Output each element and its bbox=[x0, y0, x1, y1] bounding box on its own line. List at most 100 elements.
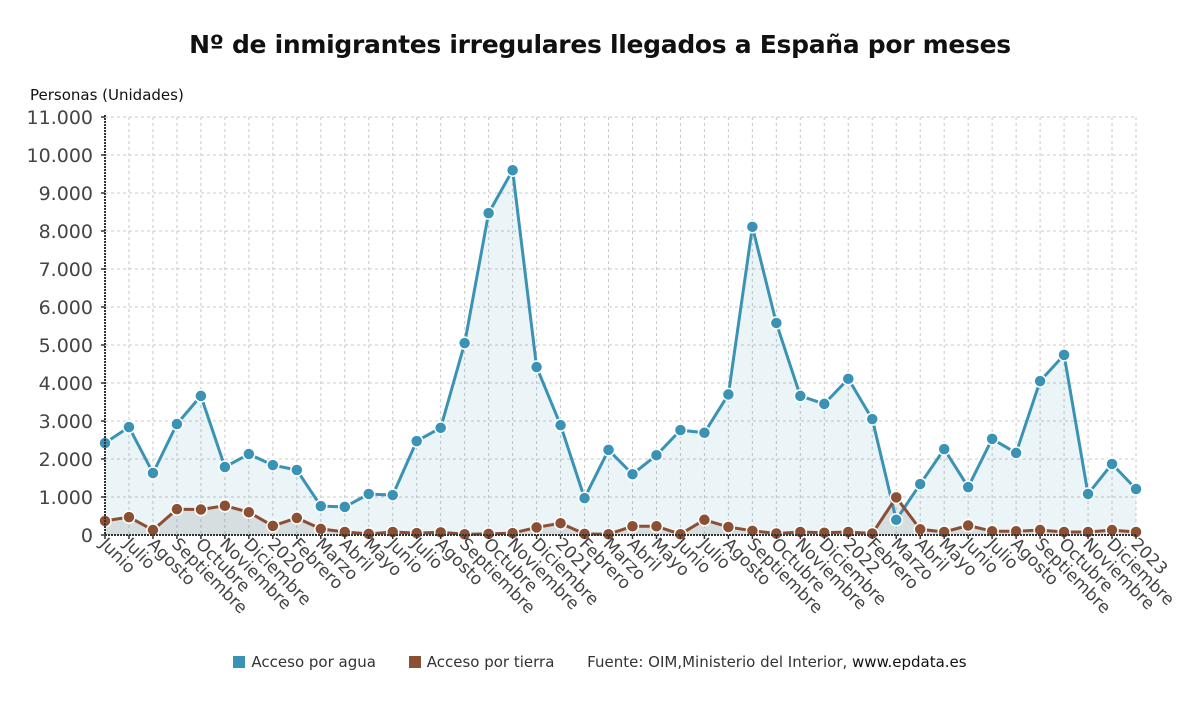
point-tierra bbox=[170, 502, 184, 516]
point-agua bbox=[1081, 487, 1095, 501]
point-tierra bbox=[361, 527, 376, 541]
point-tierra bbox=[218, 498, 232, 513]
point-tierra bbox=[266, 519, 280, 533]
point-agua bbox=[1129, 482, 1143, 496]
point-tierra bbox=[242, 505, 256, 519]
point-agua bbox=[194, 389, 208, 403]
area-agua bbox=[105, 170, 1136, 535]
y-tick-labels: 0 1.000 2.000 3.000 4.000 5.000 6.000 7.000 8.00… bbox=[27, 107, 93, 547]
point-tierra bbox=[481, 527, 496, 541]
point-agua bbox=[529, 360, 544, 374]
y-axis-label: Personas (Unidades) bbox=[30, 86, 184, 104]
point-agua bbox=[338, 500, 352, 514]
point-tierra bbox=[865, 526, 880, 541]
point-agua bbox=[1033, 374, 1047, 388]
point-agua bbox=[266, 458, 280, 472]
grid bbox=[105, 116, 1137, 535]
point-agua bbox=[817, 397, 832, 411]
point-tierra bbox=[625, 519, 640, 534]
point-agua bbox=[457, 336, 472, 350]
y-tick-label: 7.000 bbox=[39, 259, 93, 281]
point-agua bbox=[314, 499, 328, 513]
point-agua bbox=[745, 220, 760, 234]
point-tierra bbox=[122, 510, 136, 524]
point-tierra bbox=[769, 526, 784, 541]
y-tick-label: 9.000 bbox=[39, 183, 93, 205]
point-agua bbox=[769, 316, 784, 330]
chart-plot: 0 1.000 2.000 3.000 4.000 5.000 6.000 7.000 8.00… bbox=[27, 107, 1178, 618]
point-agua bbox=[649, 448, 664, 462]
axes bbox=[101, 115, 1137, 539]
point-agua bbox=[505, 163, 520, 177]
point-agua bbox=[793, 389, 808, 403]
point-agua bbox=[218, 460, 232, 474]
y-tick-label: 5.000 bbox=[39, 335, 93, 357]
y-tick-label: 11.000 bbox=[27, 107, 93, 129]
point-agua bbox=[937, 442, 951, 456]
y-tick-label: 1.000 bbox=[39, 487, 93, 509]
point-agua bbox=[985, 432, 999, 446]
point-agua bbox=[290, 463, 304, 477]
y-tick-label: 2.000 bbox=[39, 449, 93, 471]
source-text: Fuente: OIM,Ministerio del Interior, bbox=[587, 652, 853, 671]
point-agua bbox=[697, 426, 712, 440]
point-agua bbox=[625, 467, 640, 481]
point-tierra bbox=[889, 490, 903, 505]
point-agua bbox=[385, 488, 400, 502]
point-agua bbox=[146, 466, 160, 480]
point-agua bbox=[1057, 348, 1071, 362]
point-agua bbox=[601, 443, 616, 457]
point-agua bbox=[553, 418, 568, 432]
point-agua bbox=[673, 423, 688, 437]
point-agua bbox=[409, 434, 424, 448]
source-link[interactable]: www.epdata.es bbox=[852, 652, 967, 671]
legend-item-agua[interactable]: Acceso por agua bbox=[233, 653, 376, 671]
point-tierra bbox=[290, 511, 304, 525]
point-agua bbox=[889, 513, 903, 527]
point-tierra bbox=[194, 502, 208, 517]
point-agua bbox=[1009, 446, 1023, 460]
point-agua bbox=[913, 477, 927, 491]
point-tierra bbox=[961, 518, 975, 533]
point-tierra bbox=[505, 526, 520, 540]
chart-title: Nº de inmigrantes irregulares llegados a… bbox=[189, 30, 1011, 59]
legend-swatch-agua bbox=[233, 655, 246, 668]
y-tick-label: 8.000 bbox=[39, 221, 93, 243]
point-tierra bbox=[553, 516, 568, 530]
point-tierra bbox=[697, 513, 712, 527]
legend-swatch-tierra bbox=[408, 655, 421, 668]
y-tick-label: 4.000 bbox=[39, 373, 93, 395]
y-tick-label: 10.000 bbox=[27, 145, 93, 167]
y-tick-label: 0 bbox=[81, 525, 93, 547]
point-tierra bbox=[721, 520, 736, 534]
point-agua bbox=[170, 417, 184, 431]
point-tierra bbox=[457, 527, 472, 541]
legend-label-tierra: Acceso por tierra bbox=[426, 652, 555, 671]
point-tierra bbox=[529, 520, 544, 535]
point-agua bbox=[433, 421, 448, 435]
legend-label-agua: Acceso por agua bbox=[251, 652, 376, 671]
point-agua bbox=[961, 480, 975, 494]
point-agua bbox=[122, 420, 136, 434]
series-areas bbox=[105, 170, 1136, 535]
point-tierra bbox=[673, 527, 688, 541]
y-tick-label: 3.000 bbox=[39, 411, 93, 433]
legend-item-tierra[interactable]: Acceso por tierra bbox=[408, 652, 555, 671]
point-tierra bbox=[314, 522, 328, 536]
legend: Acceso por agua Acceso por tierra Fuente… bbox=[0, 652, 1200, 671]
point-tierra bbox=[409, 526, 424, 540]
point-agua bbox=[1105, 457, 1119, 471]
point-agua bbox=[361, 487, 376, 501]
point-agua bbox=[865, 412, 880, 426]
point-tierra bbox=[649, 519, 664, 534]
x-tick-labels: JunioJulioAgostoSeptiembreOctubreNoviemb… bbox=[95, 534, 1178, 618]
point-agua bbox=[841, 372, 856, 386]
point-agua bbox=[721, 387, 736, 402]
point-agua bbox=[242, 447, 256, 461]
y-tick-label: 6.000 bbox=[39, 297, 93, 319]
point-agua bbox=[577, 491, 592, 505]
point-agua bbox=[481, 206, 496, 220]
source-note: Fuente: OIM,Ministerio del Interior, www… bbox=[587, 653, 966, 671]
point-tierra bbox=[577, 527, 592, 541]
point-tierra bbox=[601, 527, 616, 541]
